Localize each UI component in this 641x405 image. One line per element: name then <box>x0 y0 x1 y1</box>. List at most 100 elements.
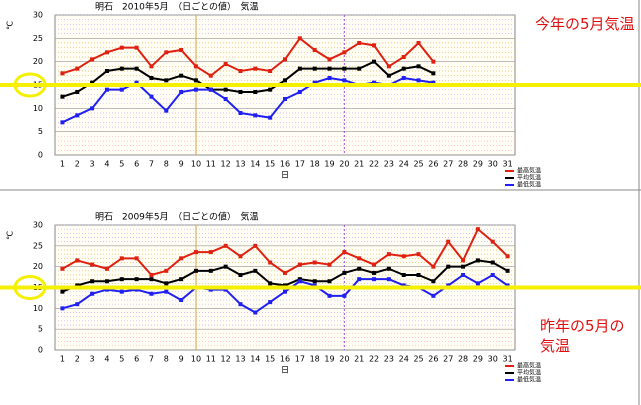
point <box>372 270 377 275</box>
point <box>312 260 317 265</box>
point <box>238 69 243 73</box>
point <box>312 283 317 288</box>
legend-label: 平均気温 <box>517 174 541 182</box>
point <box>164 281 169 286</box>
point <box>253 113 258 118</box>
point <box>283 283 287 288</box>
point <box>297 262 302 267</box>
point <box>193 64 198 69</box>
point <box>75 113 80 118</box>
legend-label: 最高気温 <box>517 167 541 175</box>
point <box>386 252 391 257</box>
point <box>401 76 406 80</box>
y-axis-label: ℃ <box>6 231 15 240</box>
point <box>119 87 124 92</box>
x-tick-label: 13 <box>235 160 245 169</box>
x-tick-label: 1 <box>60 160 65 169</box>
x-tick-label: 29 <box>473 355 483 364</box>
point <box>461 273 466 277</box>
point <box>327 262 332 267</box>
x-tick-label: 11 <box>206 355 216 364</box>
point <box>372 43 377 48</box>
x-tick-label: 2 <box>75 355 80 364</box>
x-tick-label: 15 <box>265 355 275 364</box>
x-tick-label: 3 <box>90 160 95 169</box>
x-tick-label: 5 <box>119 160 124 169</box>
x-tick-label: 4 <box>104 160 109 169</box>
x-tick-label: 31 <box>502 160 512 169</box>
point <box>357 277 362 282</box>
point <box>490 260 495 265</box>
point <box>268 260 273 265</box>
x-tick-label: 17 <box>295 355 305 364</box>
point <box>90 80 95 85</box>
point <box>297 277 302 282</box>
point <box>283 270 287 275</box>
point <box>179 256 184 261</box>
y-tick-label: 20 <box>33 57 43 66</box>
x-tick-label: 21 <box>354 160 364 169</box>
point <box>416 64 421 69</box>
point <box>238 273 243 277</box>
point <box>223 62 228 66</box>
point <box>416 252 421 257</box>
point <box>134 45 139 50</box>
x-tick-label: 19 <box>324 355 334 364</box>
y-tick-label: 0 <box>38 346 43 355</box>
y-tick-label: 25 <box>33 34 43 43</box>
point <box>342 293 347 298</box>
series-line <box>62 36 435 77</box>
point <box>193 87 198 92</box>
x-tick-label: 18 <box>310 160 320 169</box>
x-tick-label: 24 <box>399 160 409 169</box>
x-tick-label: 30 <box>488 355 498 364</box>
point <box>104 287 109 292</box>
x-tick-label: 26 <box>428 355 438 364</box>
series-line <box>62 60 434 98</box>
point <box>342 66 347 71</box>
point <box>134 66 139 71</box>
x-tick-label: 26 <box>428 160 438 169</box>
point <box>342 50 347 55</box>
point <box>60 266 65 271</box>
point <box>149 94 154 99</box>
point <box>149 64 154 69</box>
x-tick-label: 8 <box>164 355 169 364</box>
point <box>193 268 198 273</box>
point <box>119 45 124 50</box>
point <box>342 270 347 275</box>
point <box>505 254 510 259</box>
y-tick-label: 30 <box>33 221 43 230</box>
y-tick-label: 0 <box>38 151 43 160</box>
point <box>134 277 139 282</box>
point <box>327 293 332 298</box>
point <box>164 268 169 273</box>
x-axis-label: 日 <box>281 366 289 375</box>
point <box>119 289 124 294</box>
x-tick-label: 20 <box>339 355 349 364</box>
point <box>149 277 154 282</box>
point <box>416 78 421 83</box>
highlight-circle <box>13 72 47 98</box>
y-tick-label: 10 <box>33 304 43 313</box>
point <box>297 36 302 41</box>
point <box>253 268 258 273</box>
x-tick-label: 28 <box>458 160 468 169</box>
point <box>134 256 139 261</box>
y-tick-label: 10 <box>33 104 43 113</box>
point <box>104 266 109 271</box>
point <box>475 258 480 263</box>
point <box>104 69 109 73</box>
x-tick-label: 23 <box>384 160 394 169</box>
point <box>431 279 436 284</box>
point <box>60 289 65 294</box>
x-tick-label: 9 <box>179 160 184 169</box>
point <box>253 243 258 248</box>
x-tick-label: 7 <box>149 160 154 169</box>
legend-label: 最低気温 <box>517 181 541 189</box>
point <box>461 264 466 269</box>
point <box>90 291 95 296</box>
point <box>342 250 347 255</box>
point <box>283 57 287 62</box>
